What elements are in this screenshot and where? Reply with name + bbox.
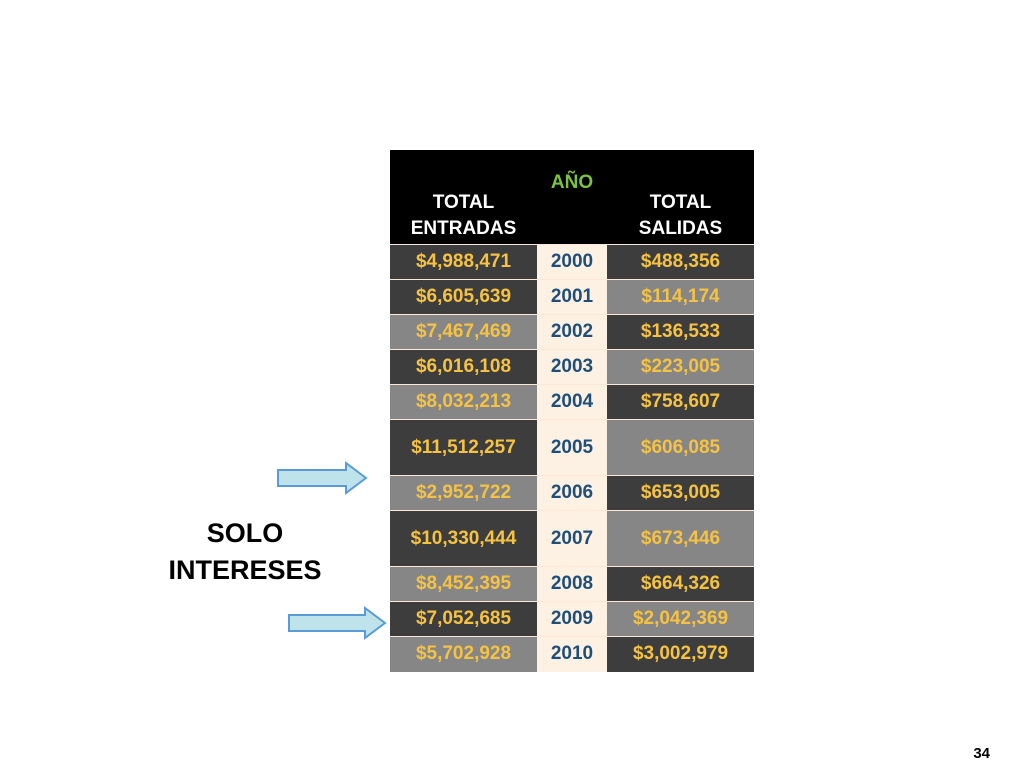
salidas-cell: $114,174 — [607, 279, 754, 315]
table-header-row: TOTAL ENTRADAS AÑO TOTAL SALIDAS — [390, 150, 754, 245]
header-anio: AÑO — [537, 150, 607, 245]
entradas-cell: $7,052,685 — [390, 601, 537, 637]
salidas-cell: $606,085 — [607, 419, 754, 476]
salidas-cell: $673,446 — [607, 510, 754, 567]
salidas-cell: $2,042,369 — [607, 601, 754, 637]
header-total-entradas-line-1: TOTAL — [432, 192, 495, 213]
entradas-cell: $6,605,639 — [390, 279, 537, 315]
entradas-cell: $10,330,444 — [390, 510, 537, 567]
page-number: 34 — [973, 745, 990, 762]
table-body: $4,988,471 2000 $488,356 $6,605,639 2001 $114… — [390, 244, 754, 672]
entradas-cell: $11,512,257 — [390, 419, 537, 476]
anio-cell: 2006 — [537, 475, 607, 511]
salidas-cell: $3,002,979 — [607, 636, 754, 672]
salidas-cell: $664,326 — [607, 566, 754, 602]
anio-cell: 2004 — [537, 384, 607, 420]
anio-cell: 2001 — [537, 279, 607, 315]
table-row: $4,988,471 2000 $488,356 — [390, 244, 754, 280]
anio-cell: 2009 — [537, 601, 607, 637]
salidas-cell: $136,533 — [607, 314, 754, 350]
header-total-entradas: TOTAL ENTRADAS — [390, 150, 537, 245]
side-label-line-2: INTERESES — [168, 555, 322, 585]
data-table: TOTAL ENTRADAS AÑO TOTAL SALIDAS $4,988,… — [390, 150, 754, 672]
entradas-cell: $2,952,722 — [390, 475, 537, 511]
right-arrow-icon — [277, 461, 368, 495]
salidas-cell: $488,356 — [607, 244, 754, 280]
anio-cell: 2000 — [537, 244, 607, 280]
salidas-cell: $758,607 — [607, 384, 754, 420]
anio-cell: 2010 — [537, 636, 607, 672]
salidas-cell: $223,005 — [607, 349, 754, 385]
anio-cell: 2003 — [537, 349, 607, 385]
header-total-salidas-line-1: TOTAL — [649, 192, 712, 213]
salidas-cell: $653,005 — [607, 475, 754, 511]
anio-cell: 2002 — [537, 314, 607, 350]
anio-cell: 2005 — [537, 419, 607, 476]
solo-intereses-label: SOLO INTERESES — [160, 515, 330, 589]
header-total-entradas-line-2: ENTRADAS — [410, 218, 517, 239]
entradas-cell: $5,702,928 — [390, 636, 537, 672]
table-row: $2,952,722 2006 $653,005 — [390, 475, 754, 511]
header-total-salidas-line-2: SALIDAS — [638, 218, 723, 239]
entradas-cell: $4,988,471 — [390, 244, 537, 280]
table-row: $7,052,685 2009 $2,042,369 — [390, 601, 754, 637]
table-row: $5,702,928 2010 $3,002,979 — [390, 636, 754, 672]
table-row: $7,467,469 2002 $136,533 — [390, 314, 754, 350]
entradas-cell: $7,467,469 — [390, 314, 537, 350]
table-row: $8,452,395 2008 $664,326 — [390, 566, 754, 602]
right-arrow-icon — [288, 606, 387, 640]
entradas-cell: $8,032,213 — [390, 384, 537, 420]
table-row: $10,330,444 2007 $673,446 — [390, 510, 754, 567]
table-row: $6,605,639 2001 $114,174 — [390, 279, 754, 315]
anio-cell: 2008 — [537, 566, 607, 602]
entradas-cell: $6,016,108 — [390, 349, 537, 385]
table-row: $8,032,213 2004 $758,607 — [390, 384, 754, 420]
header-total-salidas: TOTAL SALIDAS — [607, 150, 754, 245]
side-label-line-1: SOLO — [206, 518, 284, 548]
table-row: $6,016,108 2003 $223,005 — [390, 349, 754, 385]
entradas-cell: $8,452,395 — [390, 566, 537, 602]
anio-cell: 2007 — [537, 510, 607, 567]
table-row: $11,512,257 2005 $606,085 — [390, 419, 754, 476]
